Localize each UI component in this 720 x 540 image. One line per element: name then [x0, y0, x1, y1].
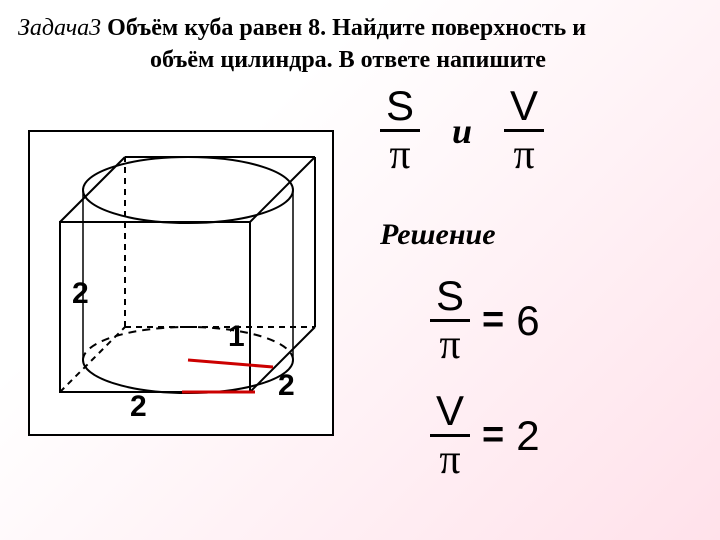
fraction-numerator: V	[504, 85, 544, 129]
fraction-s-over-pi-result: S π	[430, 275, 470, 366]
problem-header: Задача3 Объём куба равен 8. Найдите пове…	[0, 0, 720, 77]
equals-sign: =	[482, 299, 504, 342]
cylinder-bottom-back	[83, 327, 293, 360]
fraction-v-over-pi: V π	[504, 85, 544, 176]
result-value: 2	[516, 412, 539, 460]
cylinder-top-ellipse	[83, 157, 293, 223]
equals-sign: =	[482, 414, 504, 457]
depth-label: 2	[278, 369, 295, 403]
solution-row-s: S π = 6	[430, 275, 540, 366]
solution-label: Решение	[380, 218, 496, 252]
fraction-numerator: S	[430, 275, 470, 319]
fraction-v-over-pi-result: V π	[430, 390, 470, 481]
given-fractions: S π и V π	[380, 85, 544, 176]
solution-row-v: V π = 2	[430, 390, 540, 481]
fraction-s-over-pi: S π	[380, 85, 420, 176]
conjunction: и	[452, 110, 472, 152]
problem-label: Задача3	[18, 15, 101, 41]
radius-line	[188, 360, 273, 367]
fraction-denominator: π	[507, 132, 540, 176]
fraction-numerator: S	[380, 85, 420, 129]
fraction-denominator: π	[383, 132, 416, 176]
figure-box: 2 2 2 1	[28, 130, 334, 436]
fraction-numerator: V	[430, 390, 470, 434]
width-label: 2	[130, 390, 147, 424]
problem-text-line1: Объём куба равен 8. Найдите поверхность …	[107, 15, 586, 41]
problem-text-line2: объём цилиндра. В ответе напишите	[18, 47, 546, 73]
radius-label: 1	[228, 320, 245, 354]
height-label: 2	[72, 277, 89, 311]
fraction-denominator: π	[433, 322, 466, 366]
result-value: 6	[516, 297, 539, 345]
fraction-denominator: π	[433, 437, 466, 481]
